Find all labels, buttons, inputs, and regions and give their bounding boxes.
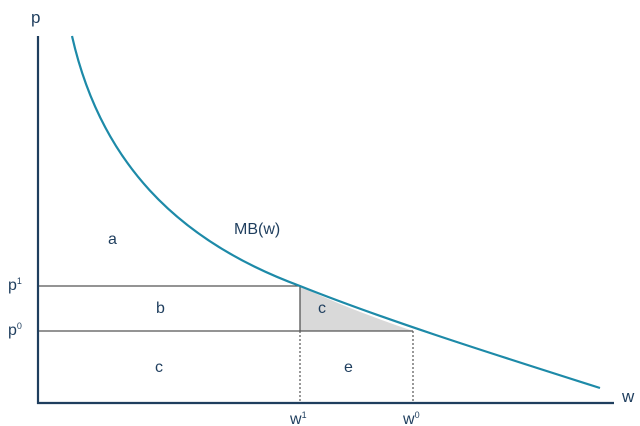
x-axis-label: w — [621, 387, 635, 406]
region-c-lower-label: c — [155, 359, 163, 376]
w0-label-base: w — [402, 411, 415, 426]
w1-label-base: w — [289, 411, 302, 426]
region-b-label: b — [156, 300, 165, 317]
mb-curve-label: MB(w) — [234, 221, 280, 238]
region-a-label: a — [108, 231, 117, 248]
w1-label: w1 — [289, 410, 307, 426]
triangle-c-region — [300, 286, 413, 331]
p0-label-base: p — [8, 322, 17, 339]
p0-label-sup: 0 — [17, 321, 22, 331]
y-axis-label: p — [31, 8, 40, 27]
p1-label-base: p — [8, 277, 17, 294]
mb-curve — [70, 35, 601, 390]
region-e-label: e — [344, 359, 353, 376]
region-c-triangle-label: c — [318, 300, 326, 317]
w1-label-sup: 1 — [302, 410, 307, 420]
p0-label: p0 — [8, 321, 22, 339]
w0-label-sup: 0 — [415, 410, 420, 420]
p1-label: p1 — [8, 276, 22, 294]
p1-label-sup: 1 — [17, 276, 22, 286]
w0-label: w0 — [402, 410, 420, 426]
